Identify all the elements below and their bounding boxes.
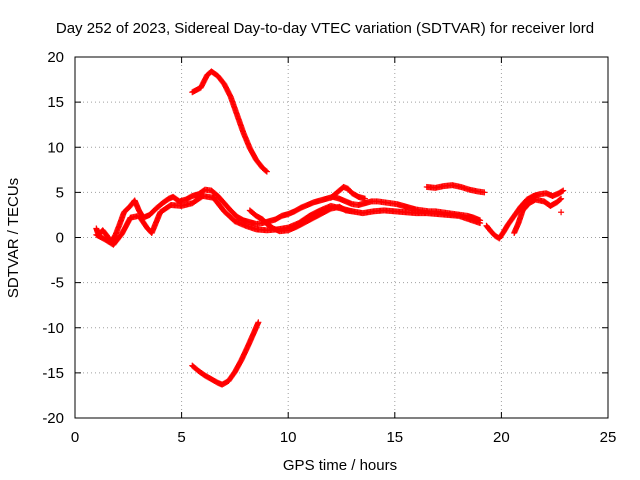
grid xyxy=(75,57,608,418)
y-tick-label: -15 xyxy=(42,365,64,382)
y-tick-label: 10 xyxy=(47,139,64,156)
series-isolated xyxy=(558,209,565,216)
series-upper-arc xyxy=(189,68,270,175)
y-axis-label: SDTVAR / TECUs xyxy=(5,178,22,298)
y-tick-label: 20 xyxy=(47,49,64,66)
data-points xyxy=(93,68,567,388)
y-tick-label: 15 xyxy=(47,94,64,111)
series-late-segment xyxy=(423,182,488,196)
series-loop-8-11 xyxy=(246,203,356,235)
plot-frame xyxy=(74,56,609,419)
y-tick-label: -10 xyxy=(42,320,64,337)
x-tick-label: 10 xyxy=(280,429,297,446)
x-tick-label: 5 xyxy=(177,429,185,446)
series-lower-arc xyxy=(189,319,262,388)
y-tick-label: 0 xyxy=(56,230,64,247)
x-tick-label: 0 xyxy=(71,429,79,446)
y-tick-label: 5 xyxy=(56,184,64,201)
x-tick-label: 20 xyxy=(493,429,510,446)
x-tick-label: 25 xyxy=(600,429,617,446)
series-main xyxy=(93,186,484,246)
x-axis-label: GPS time / hours xyxy=(283,457,397,474)
axis-ticks: 0 5 10 15 20 25 -20 -15 -10 -5 0 5 10 15 20 xyxy=(42,49,616,446)
series-end-segment xyxy=(483,187,567,242)
chart-title: Day 252 of 2023, Sidereal Day-to-day VTE… xyxy=(56,20,594,37)
y-tick-label: -20 xyxy=(42,410,64,427)
series-end-segment-2 xyxy=(511,195,565,236)
series-upper-12-13 xyxy=(327,183,368,202)
x-tick-label: 15 xyxy=(386,429,403,446)
y-tick-label: -5 xyxy=(51,275,64,292)
